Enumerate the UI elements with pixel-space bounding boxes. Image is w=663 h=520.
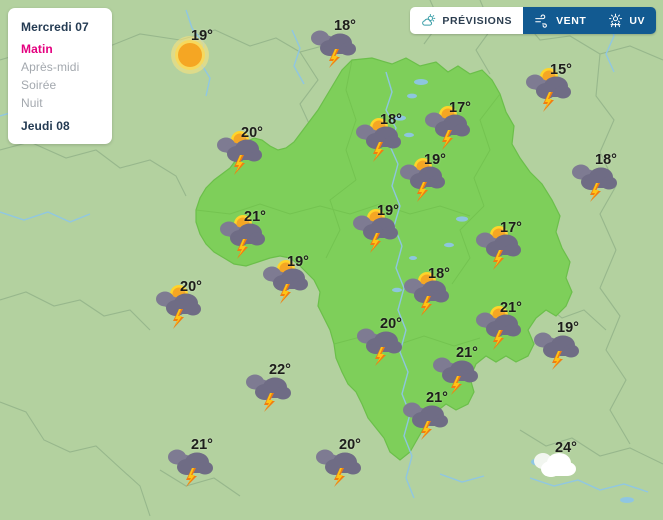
temperature-label: 18° bbox=[595, 152, 617, 168]
weather-marker[interactable]: 20° bbox=[213, 125, 267, 175]
storm-sun-icon bbox=[472, 220, 526, 275]
temperature-label: 20° bbox=[380, 316, 402, 332]
storm-icon bbox=[398, 390, 452, 445]
weather-marker[interactable]: 21° bbox=[163, 437, 217, 487]
weather-marker[interactable]: 20° bbox=[311, 437, 365, 487]
timeslot-apres-midi[interactable]: Après-midi bbox=[21, 60, 80, 74]
tab-vent[interactable]: VENT bbox=[523, 7, 598, 34]
weather-marker[interactable]: 20° bbox=[352, 316, 406, 366]
weather-marker[interactable]: 15° bbox=[522, 62, 576, 112]
storm-sun-icon bbox=[152, 279, 206, 334]
storm-sun-icon bbox=[400, 266, 454, 321]
storm-sun-icon bbox=[421, 100, 475, 155]
temperature-label: 18° bbox=[380, 112, 402, 128]
weather-marker[interactable]: 24° bbox=[527, 440, 581, 490]
weather-marker[interactable]: 19° bbox=[259, 254, 313, 304]
partly-cloudy-icon bbox=[527, 440, 581, 495]
storm-sun-icon bbox=[396, 152, 450, 207]
storm-icon bbox=[163, 437, 217, 492]
wind-icon bbox=[534, 13, 550, 28]
tab-previsions[interactable]: PRÉVISIONS bbox=[410, 7, 524, 34]
weather-marker[interactable]: 22° bbox=[241, 362, 295, 412]
temperature-label: 18° bbox=[428, 266, 450, 282]
sun-icon bbox=[163, 28, 217, 83]
storm-sun-icon bbox=[349, 203, 403, 258]
storm-icon bbox=[241, 362, 295, 417]
weather-marker[interactable]: 19° bbox=[529, 320, 583, 370]
temperature-label: 19° bbox=[287, 254, 309, 270]
sun-cloud-icon bbox=[421, 13, 436, 28]
storm-sun-icon bbox=[472, 300, 526, 355]
temperature-label: 19° bbox=[557, 320, 579, 336]
tab-uv[interactable]: UV bbox=[597, 7, 656, 34]
temperature-label: 20° bbox=[241, 125, 263, 141]
weather-marker[interactable]: 21° bbox=[216, 209, 270, 259]
weather-marker[interactable]: 17° bbox=[472, 220, 526, 270]
temperature-label: 21° bbox=[244, 209, 266, 225]
tab-uv-label: UV bbox=[629, 14, 645, 27]
temperature-label: 20° bbox=[180, 279, 202, 295]
storm-sun-icon bbox=[216, 209, 270, 264]
weather-marker[interactable]: 21° bbox=[398, 390, 452, 440]
tab-vent-label: VENT bbox=[556, 14, 587, 27]
temperature-label: 21° bbox=[456, 345, 478, 361]
storm-sun-icon bbox=[213, 125, 267, 180]
storm-icon bbox=[311, 437, 365, 492]
storm-sun-icon bbox=[352, 112, 406, 167]
weather-marker[interactable]: 17° bbox=[421, 100, 475, 150]
temperature-label: 21° bbox=[500, 300, 522, 316]
weather-marker[interactable]: 19° bbox=[396, 152, 450, 202]
temperature-label: 24° bbox=[555, 440, 577, 456]
weather-marker[interactable]: 18° bbox=[567, 152, 621, 202]
temperature-label: 19° bbox=[377, 203, 399, 219]
temperature-label: 17° bbox=[500, 220, 522, 236]
day-next-label[interactable]: Jeudi 08 bbox=[21, 119, 70, 133]
tab-previsions-label: PRÉVISIONS bbox=[442, 14, 513, 27]
weather-marker[interactable]: 20° bbox=[152, 279, 206, 329]
uv-sun-icon bbox=[608, 13, 623, 28]
day-time-selector-panel[interactable]: Mercredi 07 Matin Après-midi Soirée Nuit… bbox=[8, 8, 112, 144]
temperature-label: 22° bbox=[269, 362, 291, 378]
temperature-label: 20° bbox=[339, 437, 361, 453]
temperature-label: 17° bbox=[449, 100, 471, 116]
timeslot-nuit[interactable]: Nuit bbox=[21, 96, 43, 110]
temperature-label: 19° bbox=[191, 28, 213, 44]
timeslot-matin[interactable]: Matin bbox=[21, 42, 53, 56]
weather-marker[interactable]: 18° bbox=[352, 112, 406, 162]
temperature-label: 19° bbox=[424, 152, 446, 168]
storm-icon bbox=[306, 18, 360, 73]
day-current-label[interactable]: Mercredi 07 bbox=[21, 20, 89, 34]
temperature-label: 15° bbox=[550, 62, 572, 78]
temperature-label: 21° bbox=[191, 437, 213, 453]
storm-sun-icon bbox=[522, 62, 576, 117]
weather-marker[interactable]: 18° bbox=[400, 266, 454, 316]
map-layer-toolbar[interactable]: PRÉVISIONS VENT UV bbox=[410, 7, 656, 34]
storm-icon bbox=[567, 152, 621, 207]
storm-icon bbox=[529, 320, 583, 375]
storm-icon bbox=[352, 316, 406, 371]
storm-icon bbox=[428, 345, 482, 400]
storm-sun-icon bbox=[259, 254, 313, 309]
weather-marker[interactable]: 19° bbox=[163, 28, 217, 78]
timeslot-soiree[interactable]: Soirée bbox=[21, 78, 57, 92]
weather-marker[interactable]: 18° bbox=[306, 18, 360, 68]
temperature-label: 18° bbox=[334, 18, 356, 34]
weather-marker[interactable]: 19° bbox=[349, 203, 403, 253]
weather-marker[interactable]: 21° bbox=[472, 300, 526, 350]
weather-marker[interactable]: 21° bbox=[428, 345, 482, 395]
temperature-label: 21° bbox=[426, 390, 448, 406]
